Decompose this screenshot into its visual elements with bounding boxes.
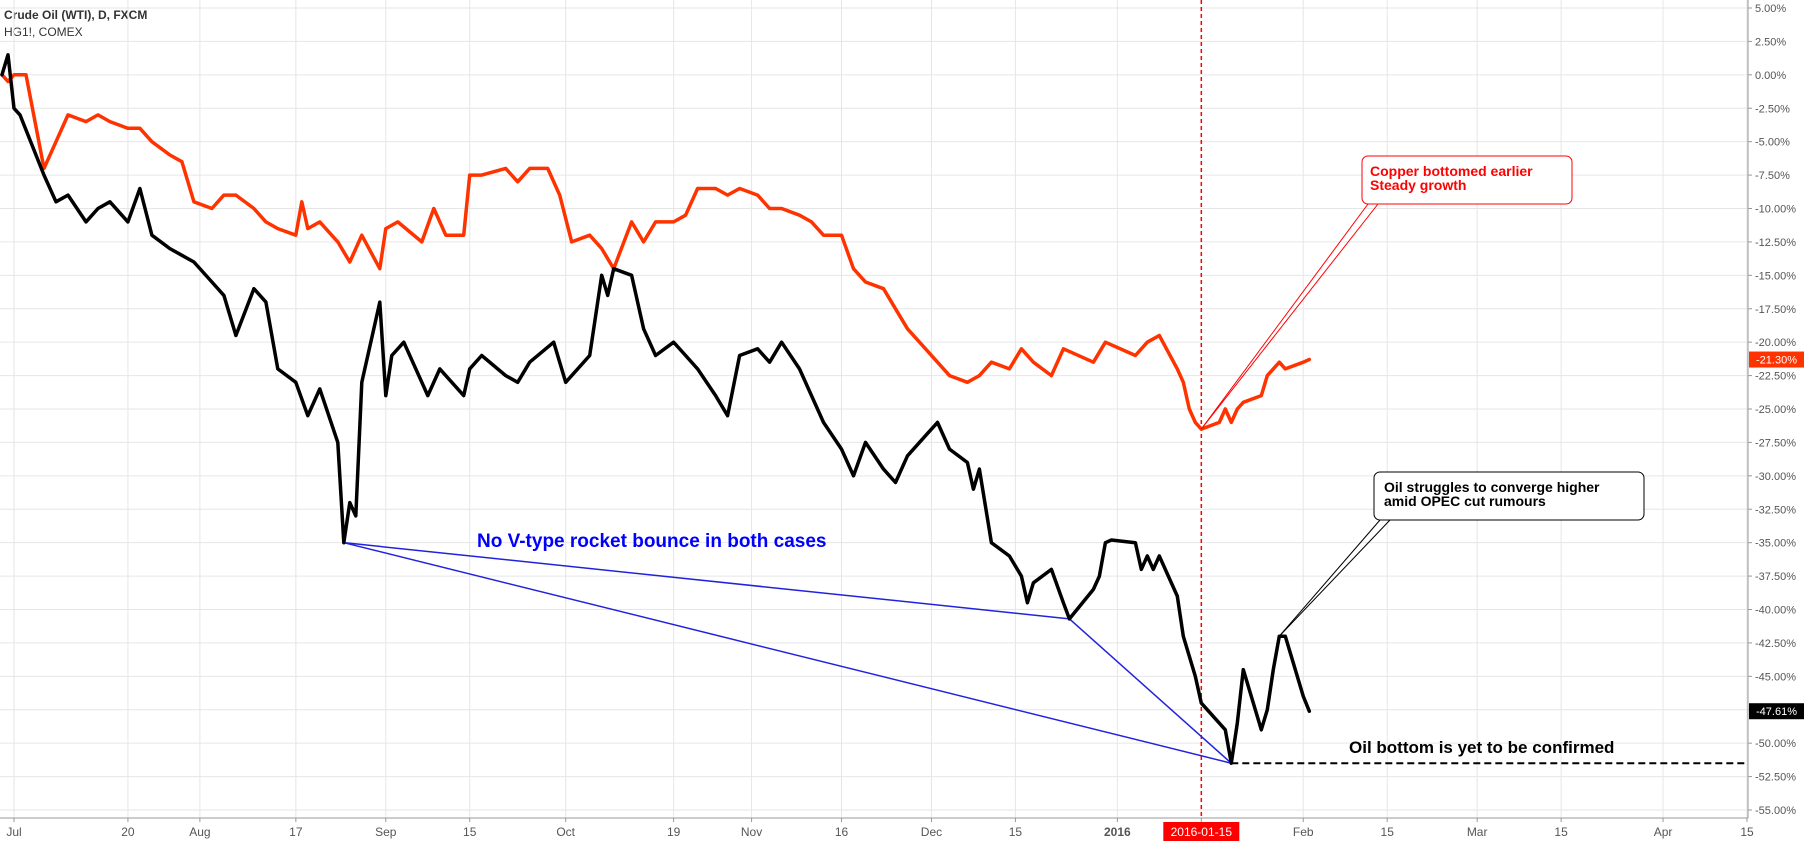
x-tick-label: Aug: [189, 825, 210, 839]
main-symbol-legend[interactable]: Crude Oil (WTI), D, FXCM: [4, 8, 148, 22]
y-tick-label: -32.50%: [1755, 504, 1796, 516]
last-value-label: -47.61%: [1756, 706, 1797, 718]
y-tick-label: -50.00%: [1755, 738, 1796, 750]
y-tick-label: -45.00%: [1755, 671, 1796, 683]
series-lines: [0, 53, 1312, 765]
x-tick-label: Sep: [375, 825, 397, 839]
callout-box: [1361, 155, 1573, 205]
trendline: [343, 541, 1232, 764]
callout-pointer: [1200, 203, 1379, 430]
callout-pointer: [1200, 203, 1369, 430]
x-tick-label-marker: 2016-01-15: [1171, 825, 1233, 839]
y-tick-label: -40.00%: [1755, 605, 1796, 617]
annotation-text: No V-type rocket bounce in both cases: [477, 531, 826, 552]
y-tick-label: 0.00%: [1755, 70, 1786, 82]
x-tick-label: 15: [1009, 825, 1023, 839]
x-tick-label: 15: [1740, 825, 1754, 839]
callout-box: [1373, 471, 1645, 521]
x-tick-label: 15: [1381, 825, 1395, 839]
x-tick-label: 2016: [1104, 825, 1131, 839]
trendlines: [343, 541, 1748, 765]
y-tick-label: -15.00%: [1755, 270, 1796, 282]
y-tick-label: -42.50%: [1755, 638, 1796, 650]
y-tick-label: 5.00%: [1755, 3, 1786, 15]
trendline: [343, 541, 1070, 620]
y-tick-label: -35.00%: [1755, 538, 1796, 550]
callout-pointer: [1278, 519, 1391, 637]
y-tick-label: 2.50%: [1755, 36, 1786, 48]
y-tick-label: -7.50%: [1755, 170, 1790, 182]
x-tick-label: 16: [835, 825, 849, 839]
y-tick-label: -17.50%: [1755, 304, 1796, 316]
callout-pointer: [1278, 519, 1381, 637]
grid: [0, 0, 1748, 818]
x-tick-label: 15: [463, 825, 477, 839]
last-value-label-bg: [1749, 703, 1804, 720]
x-marker-label-bg: [1163, 822, 1240, 841]
y-tick-label: -37.50%: [1755, 571, 1796, 583]
annotation-text: amid OPEC cut rumours: [1384, 493, 1546, 509]
y-tick-label: -25.00%: [1755, 404, 1796, 416]
x-tick-label: Dec: [921, 825, 942, 839]
y-tick-label: -22.50%: [1755, 371, 1796, 383]
compare-symbol-legend[interactable]: HG1!, COMEX: [4, 25, 83, 39]
y-tick-label: -12.50%: [1755, 237, 1796, 249]
annotation-text: Oil bottom is yet to be confirmed: [1349, 738, 1614, 757]
x-tick-label: 20: [121, 825, 135, 839]
x-tick-label: Jul: [6, 825, 21, 839]
series-line: [0, 73, 1312, 431]
y-tick-label: -5.00%: [1755, 137, 1790, 149]
x-tick-label: Feb: [1293, 825, 1314, 839]
last-value-label: -21.30%: [1756, 355, 1797, 367]
annotation-text: Oil struggles to converge higher: [1384, 479, 1600, 495]
series-line: [0, 53, 1312, 765]
y-tick-label: -30.00%: [1755, 471, 1796, 483]
annotation-text: Copper bottomed earlier: [1370, 163, 1533, 179]
y-tick-label: -52.50%: [1755, 772, 1796, 784]
last-value-label-bg: [1749, 351, 1804, 368]
x-tick-label: 17: [289, 825, 303, 839]
price-labels: -47.61% -21.30%: [1749, 351, 1804, 720]
x-tick-label: Apr: [1654, 825, 1673, 839]
y-tick-label: -20.00%: [1755, 337, 1796, 349]
y-tick-label: -27.50%: [1755, 437, 1796, 449]
x-tick-label: Mar: [1467, 825, 1488, 839]
y-tick-label: -55.00%: [1755, 805, 1796, 817]
x-tick-label: Oct: [556, 825, 575, 839]
trendline: [1068, 618, 1232, 764]
y-tick-label: -2.50%: [1755, 103, 1790, 115]
x-tick-label: 15: [1554, 825, 1568, 839]
y-tick-label: -10.00%: [1755, 204, 1796, 216]
x-tick-label: 19: [667, 825, 681, 839]
annotation-text: Steady growth: [1370, 177, 1466, 193]
x-tick-label: Nov: [741, 825, 762, 839]
